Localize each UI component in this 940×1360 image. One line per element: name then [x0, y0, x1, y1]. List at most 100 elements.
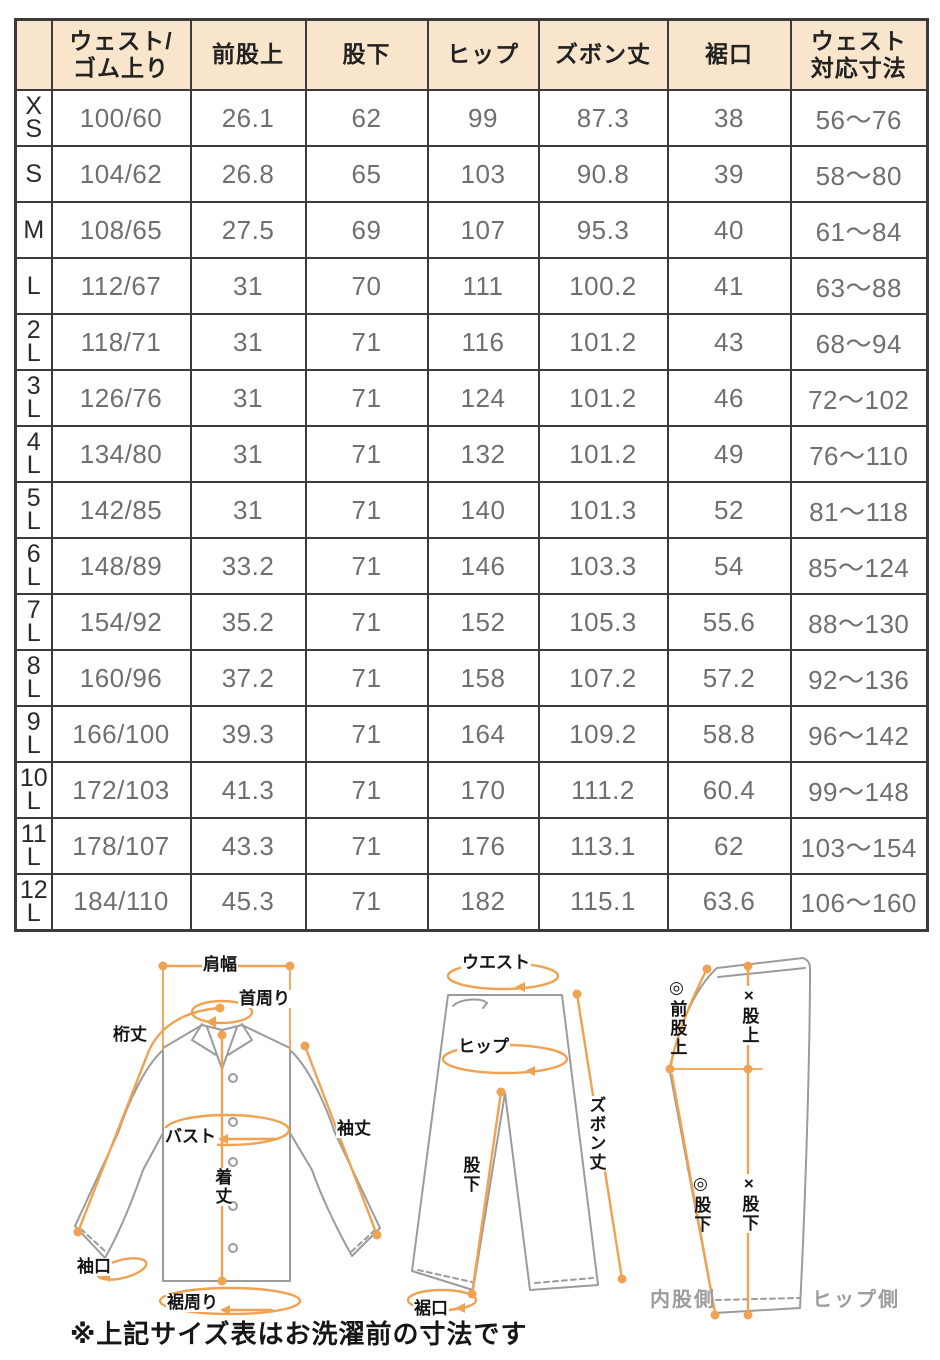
measurement-value-cell: 63～88	[789, 257, 929, 315]
pants-front-drawing-icon	[406, 961, 627, 1313]
inseam-side-label: ×股下	[738, 1174, 759, 1233]
size-label-cell: 10 L	[14, 761, 53, 819]
pants-length-label: ズボン丈	[585, 1096, 606, 1172]
size-label-cell: 8 L	[14, 649, 53, 707]
table-row: 12 L 184/110 45.3 71 182 115.1 63.6 106～160	[14, 873, 929, 931]
measurement-value-cell: 164	[426, 705, 540, 763]
measurement-value-cell: 113.1	[537, 817, 669, 875]
measurement-value-cell: 70	[304, 257, 429, 315]
measurement-value-cell: 104/62	[50, 145, 192, 203]
measurement-value-cell: 55.6	[666, 593, 792, 651]
size-label-cell: 6 L	[14, 537, 53, 595]
measurement-value-cell: 90.8	[537, 145, 669, 203]
inseam-label: 股下	[459, 1156, 480, 1194]
measurement-value-cell: 69	[304, 201, 429, 259]
pants-side-measurement-diagram: ◎前股上 ×股上 ◎股下 ×股下 内股側 ヒップ側	[650, 938, 940, 1326]
measurement-value-cell: 71	[304, 873, 429, 931]
measurement-value-cell: 35.2	[189, 593, 307, 651]
size-label-cell: 2 L	[14, 313, 53, 371]
measurement-value-cell: 43.3	[189, 817, 307, 875]
size-table-header-row: ウェスト/ ゴム上り 前股上 股下 ヒップ ズボン丈 裾口 ウェスト 対応寸法	[14, 18, 929, 91]
table-row: 5 L 142/85 31 71 140 101.3 52 81～118	[14, 481, 929, 539]
measurement-value-cell: 71	[304, 369, 429, 427]
hem-around-label: 裾周り	[166, 1293, 219, 1313]
measurement-value-cell: 107	[426, 201, 540, 259]
hip-label: ヒップ	[457, 1037, 510, 1057]
measurement-value-cell: 31	[189, 313, 307, 371]
shirt-drawing-icon	[73, 961, 382, 1316]
measurement-value-cell: 54	[666, 537, 792, 595]
shirt-body	[162, 1024, 291, 1282]
shirt-right-cuff-stitch	[350, 1229, 376, 1253]
measurement-value-cell: 154/92	[50, 593, 192, 651]
measurement-value-cell: 62	[666, 817, 792, 875]
measurement-value-cell: 33.2	[189, 537, 307, 595]
measurement-value-cell: 99	[426, 89, 540, 147]
measurement-value-cell: 146	[426, 537, 540, 595]
measurement-value-cell: 184/110	[50, 873, 192, 931]
measurement-value-cell: 103	[426, 145, 540, 203]
pants-side-hem-stitch	[715, 1297, 800, 1301]
measurement-value-cell: 115.1	[537, 873, 669, 931]
table-row: 2 L 118/71 31 71 116 101.2 43 68～94	[14, 313, 929, 371]
measurement-value-cell: 170	[426, 761, 540, 819]
table-row: 4 L 134/80 31 71 132 101.2 49 76～110	[14, 425, 929, 483]
measurement-value-cell: 76～110	[789, 425, 929, 483]
shirt-left-cuff-stitch	[80, 1228, 108, 1254]
measurement-value-cell: 63.6	[666, 873, 792, 931]
size-label-cell: M	[14, 201, 53, 259]
table-row: X S 100/60 26.1 62 99 87.3 38 56～76	[14, 89, 929, 147]
measurement-value-cell: 26.8	[189, 145, 307, 203]
measurement-value-cell: 39.3	[189, 705, 307, 763]
size-label-cell: 5 L	[14, 481, 53, 539]
measurement-value-cell: 46	[666, 369, 792, 427]
measurement-value-cell: 31	[189, 425, 307, 483]
measurement-value-cell: 85～124	[789, 537, 929, 595]
measurement-value-cell: 88～130	[789, 593, 929, 651]
corner-header-cell	[14, 18, 53, 91]
measurement-value-cell: 58～80	[789, 145, 929, 203]
measurement-value-cell: 56～76	[789, 89, 929, 147]
yuki-length-label: 桁丈	[112, 1025, 148, 1045]
measurement-value-cell: 45.3	[189, 873, 307, 931]
measurement-value-cell: 105.3	[537, 593, 669, 651]
pants-front-left-hem-stitch	[417, 1269, 473, 1283]
size-label-cell: 3 L	[14, 369, 53, 427]
table-row: 8 L 160/96 37.2 71 158 107.2 57.2 92～136	[14, 649, 929, 707]
front-rise-line	[668, 967, 709, 1069]
measurement-value-cell: 43	[666, 313, 792, 371]
measurement-value-cell: 109.2	[537, 705, 669, 763]
measurement-value-cell: 103～154	[789, 817, 929, 875]
pants-front-measurement-diagram: ウエスト ヒップ 股下 ズボン丈 裾口	[385, 938, 665, 1326]
table-row: 9 L 166/100 39.3 71 164 109.2 58.8 96～142	[14, 705, 929, 763]
measurement-value-cell: 101.2	[537, 425, 669, 483]
measurement-value-cell: 160/96	[50, 649, 192, 707]
measurement-value-cell: 118/71	[50, 313, 192, 371]
measurement-value-cell: 60.4	[666, 761, 792, 819]
measurement-value-cell: 71	[304, 649, 429, 707]
measurement-value-cell: 96～142	[789, 705, 929, 763]
measurement-value-cell: 87.3	[537, 89, 669, 147]
size-label-cell: S	[14, 145, 53, 203]
table-row: L 112/67 31 70 111 100.2 41 63～88	[14, 257, 929, 315]
shoulder-width-label: 肩幅	[202, 955, 238, 975]
inseam-line	[470, 1090, 503, 1296]
measurement-value-cell: 72～102	[789, 369, 929, 427]
measurement-value-cell: 158	[426, 649, 540, 707]
measurement-value-cell: 27.5	[189, 201, 307, 259]
measurement-value-cell: 172/103	[50, 761, 192, 819]
measurement-value-cell: 116	[426, 313, 540, 371]
bust-label: バスト	[164, 1127, 217, 1147]
column-header-cell: ヒップ	[426, 18, 540, 91]
column-header-cell: ウェスト 対応寸法	[789, 18, 929, 91]
measurement-value-cell: 148/89	[50, 537, 192, 595]
column-header-cell: ウェスト/ ゴム上り	[50, 18, 192, 91]
measurement-value-cell: 41.3	[189, 761, 307, 819]
measurement-value-cell: 101.3	[537, 481, 669, 539]
measurement-value-cell: 106～160	[789, 873, 929, 931]
shirt-left-sleeve	[74, 1049, 164, 1259]
measurement-value-cell: 71	[304, 537, 429, 595]
measurement-value-cell: 107.2	[537, 649, 669, 707]
measurement-value-cell: 37.2	[189, 649, 307, 707]
inseam-inner-label: ◎股下	[691, 1174, 711, 1234]
